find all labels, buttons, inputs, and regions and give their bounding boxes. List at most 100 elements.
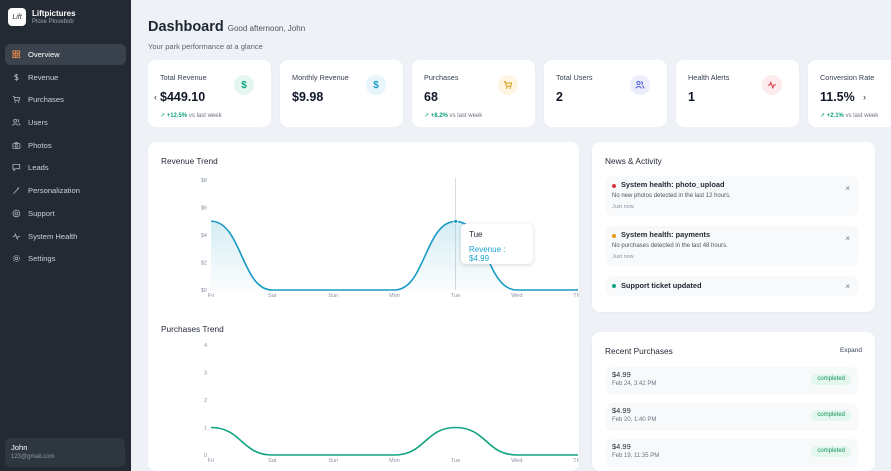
trends-panel: Revenue Trend Purchases Trend $0 $2 $4 $6 $8… — [148, 142, 579, 471]
news-item-desc: No purchases detected in the last 48 hou… — [612, 243, 728, 249]
x-tick-label: Thu — [573, 458, 579, 464]
pulse-icon — [12, 232, 21, 240]
user-email: 123@gmail.com — [11, 454, 55, 460]
sidebar-item-label: Settings — [28, 254, 56, 264]
status-dot — [612, 184, 616, 188]
kpi-value: 68 — [424, 90, 438, 104]
sidebar-item-photos[interactable]: Photos — [5, 135, 126, 156]
close-icon[interactable]: × — [845, 282, 850, 291]
sidebar-item-personalization[interactable]: Personalization — [5, 180, 126, 201]
kpi-trend: ↗ +12.5% vs last week — [160, 113, 222, 119]
expand-button[interactable]: Expand — [839, 347, 862, 354]
y-tick-label: $4 — [201, 233, 207, 239]
users-icon — [630, 75, 650, 95]
purchase-date: Feb 24, 3:42 PM — [612, 381, 657, 387]
purchase-row[interactable]: $4.99 Feb 20, 1:40 PM completed — [606, 403, 858, 431]
kpi-card-total-revenue[interactable]: Total Revenue $449.10 ↗ +12.5% vs last wee… — [148, 60, 271, 127]
y-tick-label: 3 — [204, 371, 207, 377]
status-badge: completed — [811, 410, 851, 421]
sidebar-item-label: Leads — [28, 163, 49, 173]
hover-marker — [453, 218, 459, 224]
status-dot — [612, 234, 616, 238]
sidebar-item-settings[interactable]: Settings — [5, 248, 126, 269]
status-badge: completed — [811, 446, 851, 457]
kpi-value: 2 — [556, 90, 563, 104]
status-dot — [612, 284, 616, 288]
news-item-time: Just now — [612, 204, 634, 210]
sidebar-item-system-health[interactable]: System Health — [5, 226, 126, 247]
kpi-card-conversion-rate[interactable]: Conversion Rate 11.5% ↗ +2.1% vs last week — [808, 60, 891, 127]
news-title: News & Activity — [605, 156, 662, 166]
y-tick-label: 4 — [204, 343, 207, 349]
close-icon[interactable]: × — [845, 234, 850, 243]
sidebar-item-leads[interactable]: Leads — [5, 157, 126, 178]
kpi-trend: ↗ +2.1% vs last week — [820, 113, 879, 119]
kpi-card-total-users[interactable]: Total Users 2 — [544, 60, 667, 127]
news-item-desc: No new photos detected in the last 12 ho… — [612, 193, 731, 199]
purchase-row[interactable]: $4.99 Feb 19, 11:35 PM completed — [606, 439, 858, 467]
news-panel: News & Activity System health: photo_upl… — [592, 142, 875, 312]
kpi-card-purchases[interactable]: Purchases 68 ↗ +8.2% vs last week — [412, 60, 535, 127]
wand-icon — [13, 186, 20, 195]
sidebar-item-revenue[interactable]: Revenue — [5, 67, 126, 88]
kpi-label: Total Revenue — [160, 73, 207, 82]
purchase-row[interactable]: $4.99 Feb 24, 3:42 PM completed — [606, 367, 858, 395]
news-item-title: System health: photo_upload — [621, 180, 725, 189]
kpi-value: 11.5% — [820, 90, 855, 104]
kpi-card-health-alerts[interactable]: Health Alerts 1 — [676, 60, 799, 127]
user-card[interactable]: John 123@gmail.com — [5, 438, 125, 467]
cart-icon — [498, 75, 518, 95]
news-item[interactable]: Support ticket updated × — [606, 276, 858, 296]
news-item-title: Support ticket updated — [621, 281, 702, 290]
brand-name: Liftpictures — [32, 9, 76, 18]
sidebar-item-label: Purchases — [28, 95, 64, 105]
series-area — [211, 221, 578, 290]
sidebar-nav: Overview Revenue Purchases Users Photos Leads… — [0, 44, 131, 269]
support-icon — [12, 209, 21, 218]
purchase-amount: $4.99 — [612, 406, 631, 415]
close-icon[interactable]: × — [845, 184, 850, 193]
sidebar-item-support[interactable]: Support — [5, 203, 126, 224]
kpi-trend: ↗ +8.2% vs last week — [424, 113, 483, 119]
news-item[interactable]: System health: photo_upload No new photos… — [606, 176, 858, 216]
x-tick-label: Tue — [451, 293, 460, 299]
gear-icon — [12, 255, 20, 263]
y-tick-label: $0 — [201, 288, 207, 294]
news-item[interactable]: System health: payments No purchases dete… — [606, 226, 858, 266]
users-icon — [12, 118, 21, 126]
page-header: Dashboard Good afternoon, John Your park … — [148, 18, 305, 51]
pulse-icon — [762, 75, 782, 95]
kpi-label: Purchases — [424, 73, 459, 82]
kpi-value: $9.98 — [292, 90, 324, 104]
trend-up-icon: ↗ — [820, 113, 826, 119]
camera-icon — [12, 141, 21, 149]
carousel-prev-button[interactable]: ‹ — [154, 92, 157, 102]
x-tick-label: Sun — [328, 458, 338, 464]
purchase-date: Feb 19, 11:35 PM — [612, 453, 660, 459]
user-name: John — [11, 443, 28, 452]
chart-tooltip: Tue Revenue : $4.99 — [461, 224, 533, 264]
dollar-icon: $ — [366, 75, 386, 95]
sidebar: Lift Liftpictures Plose Plosebob Overvie… — [0, 0, 131, 471]
sidebar-item-label: Users — [28, 118, 48, 128]
brand[interactable]: Lift Liftpictures Plose Plosebob — [0, 0, 131, 34]
dollar-icon: $ — [234, 75, 254, 95]
carousel-next-button[interactable]: › — [863, 92, 866, 102]
trend-up-icon: ↗ — [160, 113, 166, 119]
x-tick-label: Thu — [573, 293, 579, 299]
page-title: Dashboard — [148, 19, 224, 35]
y-tick-label: $8 — [201, 178, 207, 184]
grid-icon — [12, 50, 21, 59]
recent-purchases-panel: Recent Purchases Expand $4.99 Feb 24, 3:4… — [592, 332, 875, 471]
kpi-card-monthly-revenue[interactable]: Monthly Revenue $9.98 $ — [280, 60, 403, 127]
trend-charts[interactable]: $0 $2 $4 $6 $8 Fri Sat Sun Mon Tue Wed Thu 0 1 2 3 4 Fri S… — [148, 142, 579, 471]
trend-up-icon: ↗ — [424, 113, 430, 119]
y-tick-label: $6 — [201, 206, 207, 212]
kpi-value: $449.10 — [160, 90, 206, 104]
x-tick-label: Sat — [268, 293, 277, 299]
sidebar-item-label: Overview — [28, 50, 60, 59]
tooltip-title: Tue — [469, 230, 483, 239]
sidebar-item-purchases[interactable]: Purchases — [5, 89, 126, 110]
sidebar-item-overview[interactable]: Overview — [5, 44, 126, 65]
sidebar-item-users[interactable]: Users — [5, 112, 126, 133]
